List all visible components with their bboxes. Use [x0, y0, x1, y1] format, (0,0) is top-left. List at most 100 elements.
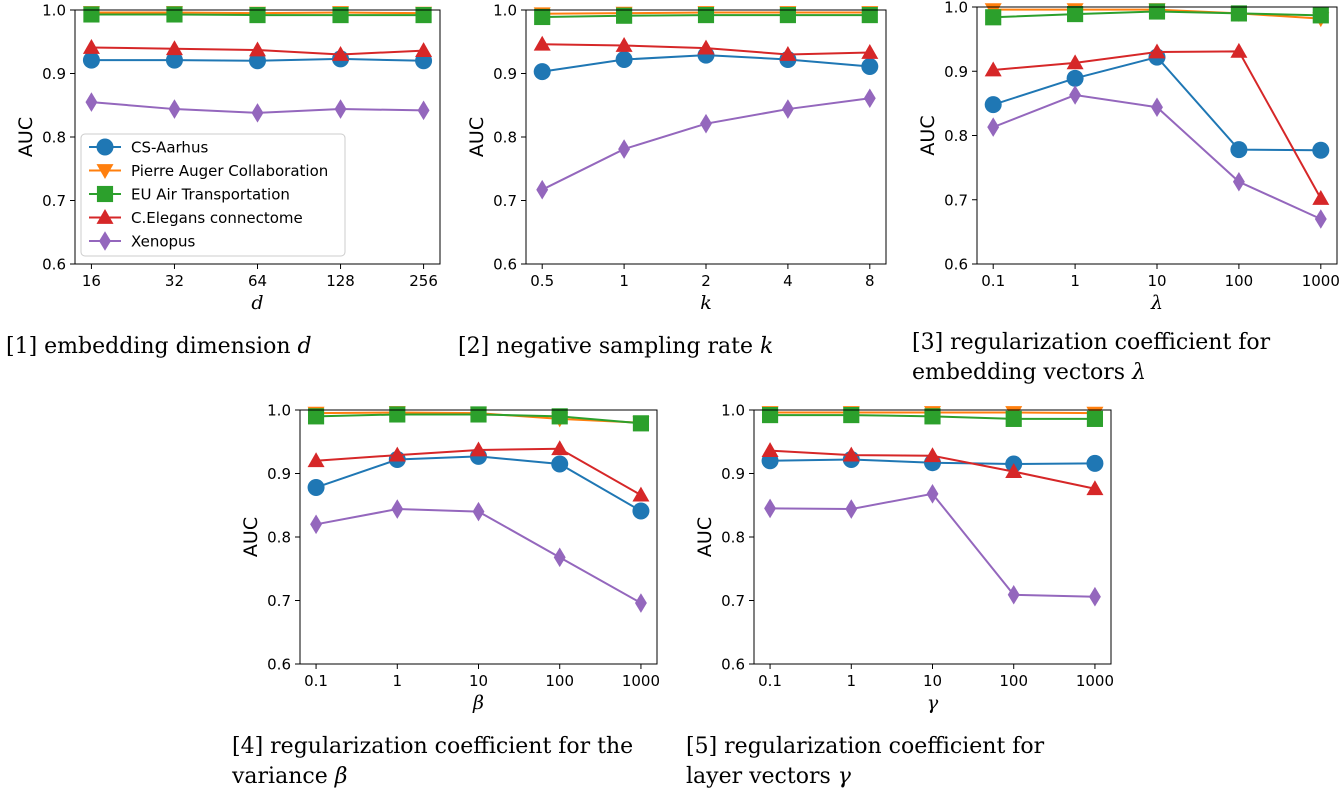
data-point-cs-aarhus: [249, 52, 266, 70]
data-point-xenopus: [553, 547, 566, 568]
caption-regularization-embedding: [3] regularization coefficient for embed…: [912, 330, 1271, 385]
series-c-elegans-connectome: [761, 442, 1104, 496]
data-point-xenopus: [634, 593, 647, 613]
data-point-xenopus: [85, 92, 98, 112]
data-point-c-elegans-connectome: [1005, 463, 1023, 478]
y-axis-label: AUC: [240, 517, 262, 557]
data-point-eu-air-transportation: [83, 6, 100, 23]
y-tick-label: 0.9: [493, 65, 517, 83]
data-point-xenopus: [700, 113, 712, 134]
data-point-xenopus: [1232, 171, 1245, 192]
data-point-xenopus: [536, 179, 549, 200]
y-tick-label: 0.6: [493, 256, 517, 274]
x-tick-label: 0.1: [304, 672, 328, 690]
data-point-eu-air-transportation: [166, 6, 183, 23]
data-point-c-elegans-connectome: [984, 61, 1002, 77]
data-point-c-elegans-connectome: [1086, 480, 1104, 496]
legend-marker-cs-aarhus: [96, 138, 114, 156]
y-tick-label: 0.9: [267, 465, 291, 483]
y-tick-label: 0.7: [267, 592, 291, 610]
data-point-c-elegans-connectome: [332, 45, 350, 61]
data-point-c-elegans-connectome: [1312, 189, 1330, 205]
y-tick-label: 0.6: [944, 256, 968, 274]
data-point-xenopus: [251, 103, 264, 123]
series-c-elegans-connectome: [984, 42, 1330, 205]
data-point-cs-aarhus: [551, 455, 569, 473]
x-tick-label: 1: [619, 272, 629, 290]
chart-panel-2: 0.6 0.7 0.8 0.9 1.0 0.5 1 2 4 8 AUC k: [466, 2, 887, 314]
data-point-eu-air-transportation: [389, 406, 406, 423]
y-tick-label: 1.0: [944, 0, 968, 17]
data-point-cs-aarhus: [1066, 69, 1084, 87]
caption-regularization-variance: [4] regularization coefficient for the v…: [232, 734, 634, 789]
data-point-cs-aarhus: [632, 502, 650, 520]
y-tick-label: 0.9: [944, 63, 968, 81]
caption-regularization-layer: [5] regularization coefficient for layer…: [686, 734, 1045, 789]
legend-marker-eu-air-transportation: [96, 185, 114, 203]
data-point-c-elegans-connectome: [924, 447, 941, 463]
y-tick-label: 0.7: [944, 191, 968, 209]
series-eu-air-transportation: [534, 7, 878, 26]
x-tick-label: 0.1: [758, 672, 782, 690]
legend-marker-xenopus: [99, 231, 111, 251]
data-point-xenopus: [1069, 85, 1082, 105]
x-tick-label: 32: [165, 272, 184, 290]
chart-panel-3: 0.6 0.7 0.8 0.9 1.0 0.1 1 10 100 1000 AUC λ: [917, 0, 1340, 314]
data-point-eu-air-transportation: [415, 7, 432, 24]
data-point-xenopus: [417, 100, 430, 121]
series-xenopus: [85, 92, 430, 123]
data-point-c-elegans-connectome: [551, 440, 569, 456]
data-point-eu-air-transportation: [924, 408, 941, 425]
x-axis-label: β: [472, 692, 484, 714]
data-point-xenopus: [764, 498, 777, 519]
y-tick-label: 1.0: [267, 402, 291, 420]
data-point-xenopus: [618, 139, 631, 159]
x-axis-label: d: [251, 292, 263, 314]
data-point-c-elegans-connectome: [533, 35, 551, 51]
y-tick-label: 0.8: [42, 129, 66, 147]
series-xenopus: [764, 484, 1101, 607]
series-c-elegans-connectome: [82, 38, 433, 61]
data-point-cs-aarhus: [82, 51, 100, 69]
data-point-xenopus: [781, 99, 794, 119]
y-tick-label: 0.6: [721, 656, 745, 674]
x-tick-label: 10: [923, 672, 942, 690]
x-tick-label: 8: [865, 272, 875, 290]
x-tick-label: 1000: [622, 672, 660, 690]
y-tick-label: 0.6: [42, 256, 66, 274]
y-axis-label: AUC: [15, 117, 37, 157]
x-axis-label: γ: [927, 692, 939, 714]
legend-label-eu-air-transportation: EU Air Transportation: [131, 186, 290, 204]
data-point-xenopus: [1088, 586, 1101, 607]
data-point-eu-air-transportation: [1086, 410, 1104, 427]
x-tick-label: 1: [847, 672, 857, 690]
y-tick-label: 0.6: [267, 656, 291, 674]
data-point-xenopus: [1151, 97, 1163, 118]
legend-label-c-elegans-connectome: C.Elegans connectome: [131, 209, 303, 227]
data-point-eu-air-transportation: [1312, 7, 1329, 24]
data-point-eu-air-transportation: [534, 8, 551, 26]
y-tick-label: 0.7: [721, 592, 745, 610]
data-point-eu-air-transportation: [697, 7, 715, 24]
series-xenopus: [987, 85, 1327, 229]
data-point-cs-aarhus: [984, 96, 1002, 114]
y-tick-label: 0.7: [493, 192, 517, 210]
data-point-c-elegans-connectome: [165, 40, 183, 56]
y-tick-label: 0.8: [944, 127, 968, 145]
data-point-c-elegans-connectome: [388, 446, 406, 462]
x-tick-label: 4: [783, 272, 793, 290]
plot-frame: [753, 409, 1112, 665]
legend-marker-c-elegans-connectome: [96, 209, 114, 224]
plot-frame: [976, 6, 1338, 265]
plot-frame: [299, 409, 658, 665]
y-tick-label: 0.9: [42, 65, 66, 83]
x-tick-label: 64: [248, 272, 267, 290]
caption-negative-sampling-rate: [2] negative sampling rate k: [458, 334, 774, 359]
data-point-c-elegans-connectome: [1066, 54, 1084, 70]
series-c-elegans-connectome: [533, 35, 879, 61]
data-point-c-elegans-connectome: [842, 446, 860, 462]
data-point-eu-air-transportation: [761, 407, 779, 424]
series-xenopus: [536, 88, 876, 200]
data-point-eu-air-transportation: [779, 7, 796, 24]
x-tick-label: 100: [545, 672, 574, 690]
